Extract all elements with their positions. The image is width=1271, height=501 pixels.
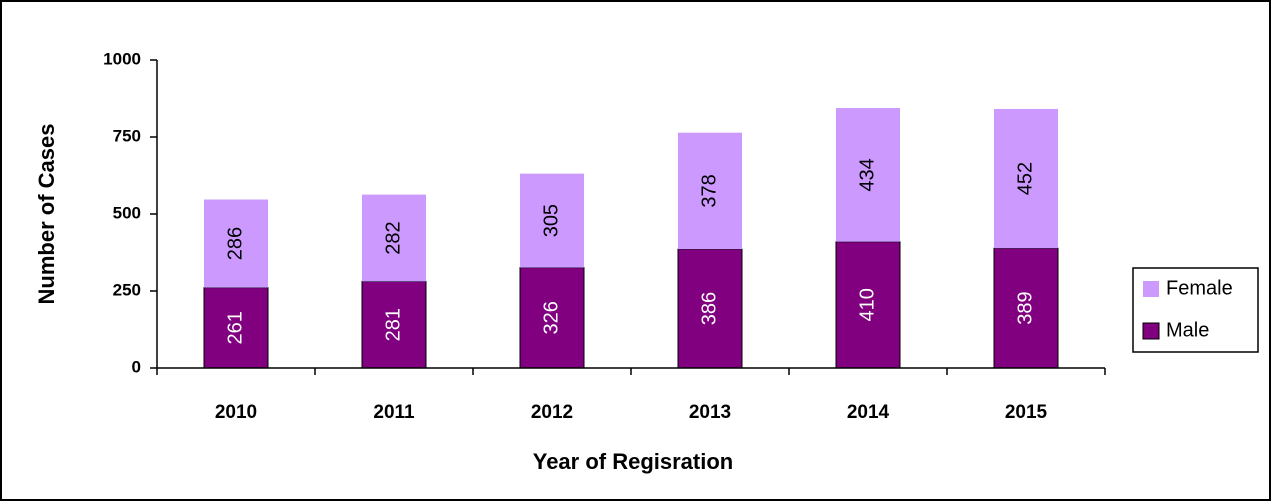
- data-label: 389: [1014, 291, 1036, 324]
- y-tick-label: 750: [113, 126, 141, 145]
- data-label: 261: [224, 311, 246, 344]
- legend-swatch: [1143, 281, 1159, 297]
- y-tick-label: 250: [113, 280, 141, 299]
- data-label: 434: [856, 158, 878, 191]
- x-tick-label: 2012: [531, 402, 573, 423]
- data-label: 386: [698, 292, 720, 325]
- data-label: 305: [540, 204, 562, 237]
- x-tick-label: 2013: [689, 402, 731, 423]
- data-label: 286: [224, 227, 246, 260]
- bar-segment: [520, 173, 584, 268]
- data-label: 282: [382, 221, 404, 254]
- bar-segment: [993, 247, 1059, 369]
- bar-segment: [519, 267, 585, 369]
- bar-segment: [362, 194, 426, 282]
- y-tick-label: 1000: [103, 49, 141, 68]
- data-label: 281: [382, 308, 404, 341]
- y-axis-label: Number of Cases: [34, 124, 59, 305]
- bar-segment: [203, 287, 269, 369]
- x-tick-label: 2014: [847, 402, 890, 423]
- data-label: 452: [1014, 162, 1036, 195]
- bar-segment: [836, 108, 900, 242]
- bar-segment: [361, 280, 427, 369]
- legend-label: Female: [1166, 277, 1233, 299]
- bar-segment: [835, 241, 901, 369]
- y-tick-label: 0: [132, 357, 141, 376]
- legend-label: Male: [1166, 319, 1209, 341]
- y-tick-label: 500: [113, 203, 141, 222]
- bar-segment: [994, 108, 1058, 249]
- data-label: 378: [698, 174, 720, 207]
- data-label: 410: [856, 288, 878, 321]
- x-axis-label: Year of Regisration: [533, 449, 734, 474]
- x-tick-label: 2015: [1005, 402, 1048, 423]
- legend-swatch: [1142, 322, 1160, 340]
- x-tick-label: 2011: [373, 402, 415, 423]
- bar-segment: [678, 132, 742, 250]
- data-label: 326: [540, 301, 562, 334]
- x-tick-label: 2010: [215, 402, 257, 423]
- bar-segment: [204, 199, 268, 288]
